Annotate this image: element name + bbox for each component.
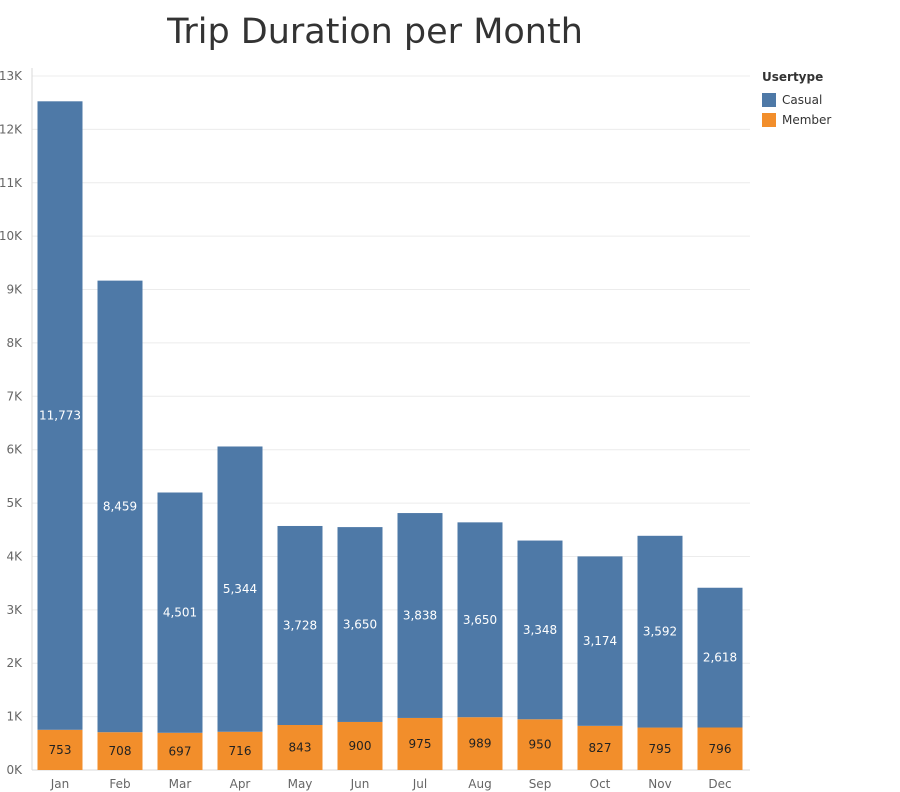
x-tick-label: Dec	[708, 777, 731, 791]
x-tick-label: Feb	[109, 777, 130, 791]
legend-swatch-casual	[762, 93, 776, 107]
bar-member[interactable]	[577, 725, 623, 770]
y-tick-label: 0K	[6, 763, 23, 777]
y-tick-label: 2K	[6, 656, 23, 670]
data-label-casual: 5,344	[223, 582, 257, 596]
bar-member[interactable]	[637, 727, 683, 770]
bar-casual[interactable]	[517, 540, 563, 720]
bar-casual[interactable]	[577, 556, 623, 726]
data-label-member: 795	[649, 742, 672, 756]
data-label-casual: 3,348	[523, 623, 557, 637]
x-tick-label: Jun	[350, 777, 370, 791]
legend-item-casual[interactable]: Casual	[762, 90, 831, 110]
data-label-member: 900	[349, 739, 372, 753]
data-label-member: 716	[229, 744, 252, 758]
bar-casual[interactable]	[337, 527, 383, 722]
x-tick-label: Jan	[50, 777, 70, 791]
bar-casual[interactable]	[97, 280, 143, 733]
x-tick-label: Apr	[230, 777, 251, 791]
data-label-casual: 2,618	[703, 651, 737, 665]
y-tick-label: 1K	[6, 710, 23, 724]
data-label-casual: 4,501	[163, 606, 197, 620]
data-label-member: 989	[469, 737, 492, 751]
bar-member[interactable]	[337, 721, 383, 770]
legend-swatch-member	[762, 113, 776, 127]
bar-casual[interactable]	[37, 101, 83, 730]
bar-member[interactable]	[397, 717, 443, 770]
data-label-casual: 8,459	[103, 499, 137, 513]
x-tick-label: May	[288, 777, 313, 791]
bars: 753 11,773 708 8,459 697 4,501 716 5,344 843 3,72…	[37, 101, 743, 770]
x-tick-label: Aug	[468, 777, 491, 791]
y-tick-label: 7K	[6, 389, 23, 403]
bar-member[interactable]	[97, 732, 143, 770]
y-tick-label: 13K	[0, 69, 23, 83]
bar-casual[interactable]	[637, 535, 683, 728]
data-label-casual: 3,650	[463, 613, 497, 627]
data-label-member: 796	[709, 742, 732, 756]
legend-label-casual: Casual	[782, 93, 823, 107]
y-axis: 0K 1K 2K 3K 4K 5K 6K 7K 8K 9K 10K 11K 12K 13K	[0, 68, 750, 777]
y-tick-label: 10K	[0, 229, 23, 243]
data-label-casual: 3,174	[583, 634, 617, 648]
bar-member[interactable]	[517, 719, 563, 770]
data-label-casual: 3,592	[643, 625, 677, 639]
bar-member[interactable]	[217, 731, 263, 770]
data-label-member: 708	[109, 744, 132, 758]
y-tick-label: 9K	[6, 283, 23, 297]
bar-casual[interactable]	[697, 587, 743, 728]
bar-casual[interactable]	[277, 525, 323, 725]
data-label-casual: 3,838	[403, 609, 437, 623]
x-tick-label: Jul	[412, 777, 427, 791]
x-axis: Jan Feb Mar Apr May Jun Jul Aug Sep Oct Nov Dec	[50, 777, 732, 791]
data-label-casual: 11,773	[39, 409, 81, 423]
bar-member[interactable]	[277, 724, 323, 770]
legend-item-member[interactable]: Member	[762, 110, 831, 130]
data-label-member: 975	[409, 737, 432, 751]
data-label-member: 843	[289, 740, 312, 754]
legend: Usertype Casual Member	[762, 70, 831, 130]
x-tick-label: Sep	[529, 777, 552, 791]
x-tick-label: Mar	[169, 777, 192, 791]
y-tick-label: 8K	[6, 336, 23, 350]
data-label-member: 827	[589, 741, 612, 755]
bar-casual[interactable]	[457, 522, 503, 718]
gridlines	[32, 75, 750, 771]
x-tick-label: Oct	[590, 777, 611, 791]
bar-member[interactable]	[697, 727, 743, 770]
y-tick-label: 4K	[6, 549, 23, 563]
chart-title: Trip Duration per Month	[167, 12, 583, 52]
bar-member[interactable]	[157, 732, 203, 770]
data-label-casual: 3,728	[283, 618, 317, 632]
bar-member[interactable]	[457, 717, 503, 770]
legend-label-member: Member	[782, 113, 832, 127]
y-tick-label: 11K	[0, 176, 23, 190]
y-tick-label: 5K	[6, 496, 23, 510]
bar-casual[interactable]	[397, 513, 443, 718]
bar-casual[interactable]	[157, 492, 203, 733]
x-tick-label: Nov	[648, 777, 671, 791]
bar-member[interactable]	[37, 729, 83, 770]
y-tick-label: 3K	[6, 603, 23, 617]
data-label-member: 753	[49, 743, 72, 757]
data-label-member: 950	[529, 738, 552, 752]
y-tick-label: 12K	[0, 122, 23, 136]
y-tick-label: 6K	[6, 443, 23, 457]
data-label-casual: 3,650	[343, 618, 377, 632]
legend-title: Usertype	[762, 70, 824, 84]
data-label-member: 697	[169, 744, 192, 758]
bar-casual[interactable]	[217, 446, 263, 732]
